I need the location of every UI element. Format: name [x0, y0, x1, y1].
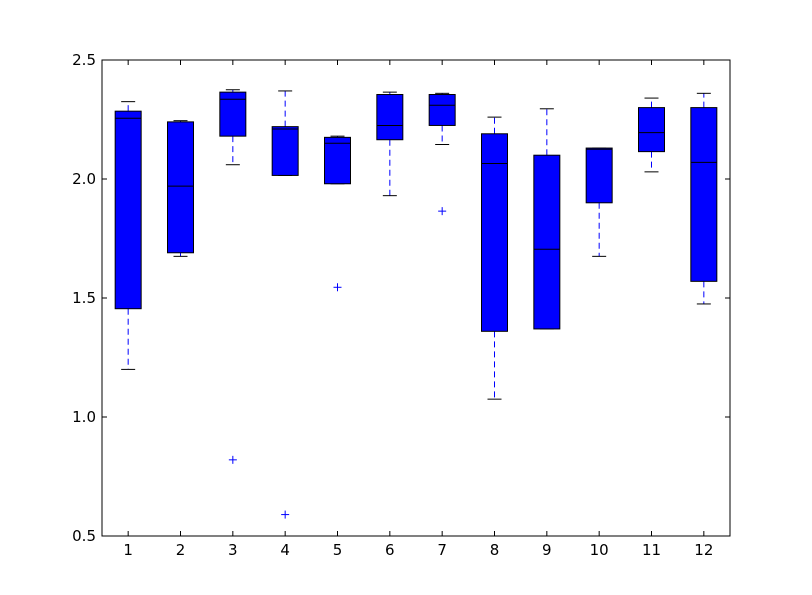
- y-tick-label: 2.0: [72, 170, 96, 188]
- box-group-2: [168, 121, 194, 257]
- x-tick-label: 3: [228, 541, 238, 559]
- x-tick-label: 1: [123, 541, 133, 559]
- box-iqr: [429, 95, 455, 126]
- x-tick-label: 4: [280, 541, 290, 559]
- y-tick-label: 2.5: [72, 51, 96, 69]
- x-tick-label: 8: [490, 541, 500, 559]
- y-tick-label: 0.5: [72, 527, 96, 545]
- x-tick-label: 6: [385, 541, 395, 559]
- x-tick-label: 12: [694, 541, 713, 559]
- box-iqr: [220, 92, 246, 136]
- y-tick-label: 1.5: [72, 289, 96, 307]
- box-iqr: [115, 111, 141, 309]
- x-tick-label: 2: [176, 541, 186, 559]
- x-tick-label: 7: [437, 541, 447, 559]
- box-group-12: [691, 93, 717, 304]
- x-tick-label: 9: [542, 541, 552, 559]
- box-iqr: [272, 127, 298, 176]
- box-iqr: [325, 137, 351, 183]
- box-iqr: [691, 108, 717, 282]
- box-iqr: [377, 95, 403, 140]
- box-iqr: [168, 122, 194, 253]
- y-tick-label: 1.0: [72, 408, 96, 426]
- box-iqr: [586, 148, 612, 203]
- x-tick-label: 11: [642, 541, 661, 559]
- box-iqr: [534, 155, 560, 329]
- plot-area: [102, 60, 730, 536]
- box-iqr: [639, 108, 665, 152]
- x-tick-label: 5: [333, 541, 343, 559]
- x-tick-label: 10: [590, 541, 609, 559]
